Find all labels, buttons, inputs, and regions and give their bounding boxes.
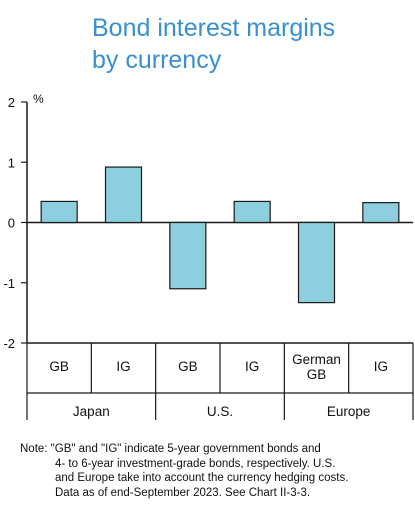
group-label: Europe [327, 404, 371, 419]
bar [104, 166, 143, 224]
y-tick-label: 0 [8, 216, 15, 231]
category-label: GB [178, 359, 198, 374]
y-axis-unit-label: % [33, 92, 44, 106]
bar [297, 221, 336, 304]
note-line-1: Note: "GB" and "IG" indicate 5-year gove… [20, 443, 321, 455]
note-line-2: 4- to 6-year investment-grade bonds, res… [55, 457, 336, 470]
y-tick-label: 2 [8, 95, 15, 110]
y-tick-label: 1 [8, 155, 15, 170]
category-label: German [292, 352, 341, 367]
group-label: U.S. [207, 404, 233, 419]
category-label: IG [116, 359, 130, 374]
bar [362, 202, 400, 224]
note-line-4: Data as of end-September 2023. See Chart… [55, 486, 311, 499]
category-label: IG [245, 359, 259, 374]
chart-note: Note: "GB" and "IG" indicate 5-year gove… [20, 442, 412, 500]
category-label: GB [49, 359, 69, 374]
category-label: GB [307, 367, 327, 382]
chart-title: Bond interest margins by currency [92, 12, 402, 76]
y-tick-label: -2 [3, 336, 15, 351]
chart-title-line-1: Bond interest margins [92, 14, 336, 42]
bar [40, 200, 78, 224]
bar [233, 200, 271, 224]
group-label: Japan [73, 404, 110, 419]
bar [169, 221, 207, 290]
y-tick-label: -1 [3, 276, 15, 291]
note-continuation: 4- to 6-year investment-grade bonds, res… [20, 457, 412, 501]
category-label: IG [374, 359, 388, 374]
note-line-3: and Europe take into account the currenc… [55, 472, 349, 484]
chart-title-line-2: by currency [92, 46, 222, 74]
